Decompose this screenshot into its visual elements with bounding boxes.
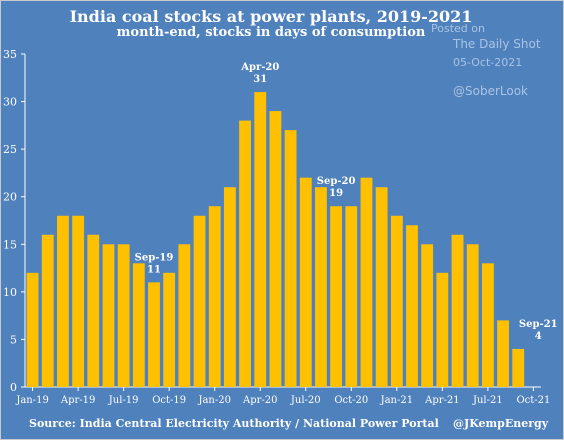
bar bbox=[315, 187, 327, 387]
bar bbox=[512, 348, 525, 387]
x-tick-label: Oct-21 bbox=[516, 395, 550, 406]
bar bbox=[178, 244, 191, 387]
annotation-value: 4 bbox=[535, 331, 542, 342]
x-tick-label: Jul-19 bbox=[108, 395, 139, 406]
x-tick-label: Jan-19 bbox=[15, 395, 49, 406]
x-tick-label: Jul-21 bbox=[472, 395, 503, 406]
bar bbox=[163, 272, 176, 387]
bar bbox=[193, 215, 206, 387]
watermark-posted-on: Posted on bbox=[431, 22, 485, 35]
bar bbox=[299, 177, 312, 387]
bar bbox=[41, 234, 54, 387]
bar bbox=[436, 272, 449, 387]
bar bbox=[451, 234, 464, 387]
chart-subtitle: month-end, stocks in days of consumption bbox=[116, 25, 426, 40]
x-tick-label: Oct-20 bbox=[334, 395, 368, 406]
bar bbox=[223, 187, 236, 387]
bar bbox=[239, 120, 251, 387]
y-tick-label: 0 bbox=[10, 381, 17, 394]
x-tick-label: Apr-20 bbox=[242, 395, 278, 406]
bar bbox=[345, 206, 358, 387]
bar bbox=[132, 263, 145, 387]
source-note: Source: India Central Electricity Author… bbox=[29, 417, 439, 430]
annotation-label: Sep-19 bbox=[135, 252, 174, 263]
bar bbox=[102, 244, 115, 387]
bar bbox=[497, 320, 509, 387]
x-tick-label: Apr-19 bbox=[60, 395, 96, 406]
bar bbox=[117, 244, 130, 387]
bar bbox=[208, 206, 221, 387]
bar bbox=[330, 206, 343, 387]
x-tick-label: Jan-21 bbox=[380, 395, 414, 406]
x-tick-label: Oct-19 bbox=[152, 395, 186, 406]
y-tick-label: 5 bbox=[10, 333, 17, 346]
bar bbox=[254, 92, 267, 388]
y-tick-label: 25 bbox=[3, 143, 17, 156]
bar bbox=[57, 215, 69, 387]
y-tick-label: 30 bbox=[3, 96, 17, 109]
credit-note: @JKempEnergy bbox=[453, 417, 549, 430]
bar bbox=[72, 215, 85, 387]
bar bbox=[390, 215, 403, 387]
y-tick-label: 35 bbox=[3, 48, 17, 61]
annotation-value: 19 bbox=[329, 188, 343, 199]
bar bbox=[375, 187, 388, 387]
watermark-date: 05-Oct-2021 bbox=[453, 56, 523, 69]
annotation-value: 11 bbox=[147, 264, 161, 275]
bar bbox=[421, 244, 434, 387]
y-tick-label: 15 bbox=[3, 238, 17, 251]
annotation-label: Sep-20 bbox=[317, 176, 356, 187]
x-tick-label: Jan-20 bbox=[197, 395, 231, 406]
annotation-value: 31 bbox=[253, 74, 267, 85]
watermark-handle: @SoberLook bbox=[453, 84, 528, 98]
bar bbox=[481, 263, 494, 387]
chart-title: India coal stocks at power plants, 2019-… bbox=[69, 7, 473, 26]
annotation-label: Apr-20 bbox=[240, 62, 279, 73]
annotation-label: Sep-21 bbox=[519, 319, 558, 330]
bar bbox=[406, 225, 418, 387]
x-tick-label: Jul-20 bbox=[290, 395, 321, 406]
watermark-publisher: The Daily Shot bbox=[453, 37, 541, 51]
bar bbox=[148, 282, 160, 387]
bar bbox=[360, 177, 373, 387]
bar bbox=[284, 130, 297, 387]
x-tick-label: Apr-21 bbox=[424, 395, 460, 406]
bar bbox=[269, 111, 282, 387]
y-tick-label: 10 bbox=[3, 286, 17, 299]
bar bbox=[466, 244, 479, 387]
bar bbox=[87, 234, 100, 387]
y-tick-label: 20 bbox=[3, 191, 17, 204]
bar bbox=[26, 272, 39, 387]
